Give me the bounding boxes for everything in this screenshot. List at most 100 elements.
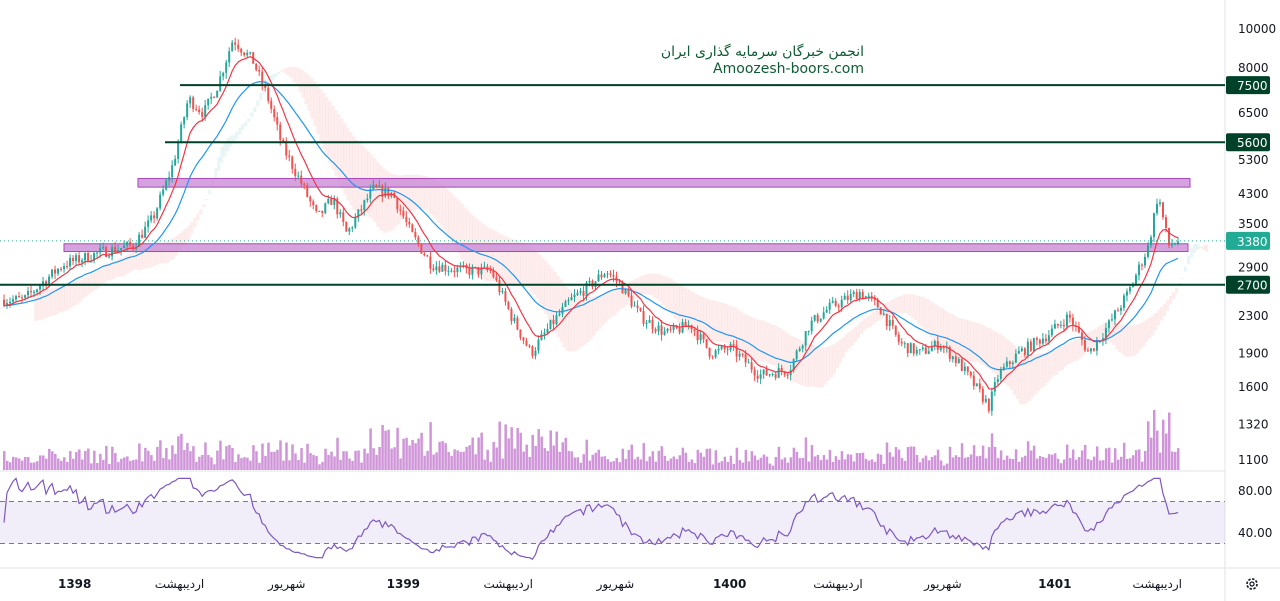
- volume-bar: [591, 454, 595, 470]
- candle-body: [888, 320, 891, 326]
- volume-bar: [1041, 456, 1045, 470]
- candle-body: [120, 248, 123, 251]
- ichimoku-cloud-segment: [322, 93, 326, 149]
- ichimoku-cloud-segment: [433, 180, 437, 219]
- volume-bar: [330, 451, 333, 470]
- candle-body: [477, 266, 480, 275]
- volume-bar: [696, 449, 700, 470]
- ichimoku-cloud-segment: [226, 138, 230, 152]
- candle-body: [741, 353, 744, 355]
- volume-bar: [876, 453, 880, 470]
- volume-bar: [1104, 448, 1108, 470]
- volume-bar: [1107, 447, 1111, 470]
- candle-body: [777, 367, 780, 378]
- gear-icon[interactable]: [1246, 578, 1258, 590]
- ichimoku-cloud-segment: [43, 289, 47, 319]
- volume-bar: [354, 450, 357, 470]
- volume-bar: [576, 457, 579, 470]
- candle-body: [312, 201, 315, 206]
- candle-body: [1011, 362, 1014, 365]
- volume-bar: [246, 457, 249, 470]
- ichimoku-cloud-segment: [1132, 325, 1137, 356]
- last-price-label: 3380: [1237, 235, 1268, 249]
- volume-bar: [948, 446, 952, 470]
- ichimoku-cloud-segment: [823, 347, 827, 385]
- ichimoku-cloud-segment: [676, 283, 680, 323]
- candle-body: [1071, 317, 1074, 326]
- candle-body: [510, 308, 513, 322]
- ichimoku-cloud-segment: [214, 168, 218, 179]
- ichimoku-cloud-segment: [955, 316, 960, 361]
- volume-bar: [1056, 458, 1060, 470]
- volume-bar: [12, 456, 15, 470]
- candle-body: [501, 291, 504, 293]
- volume-bar: [108, 463, 111, 470]
- volume-bar: [900, 458, 904, 470]
- volume-bar: [621, 448, 625, 470]
- volume-bar: [597, 449, 601, 470]
- volume-bar: [174, 453, 177, 470]
- volume-bar: [216, 450, 219, 470]
- volume-bar: [1080, 450, 1084, 470]
- candle-body: [12, 299, 15, 302]
- candle-body: [342, 212, 345, 222]
- volume-bar: [1140, 461, 1144, 470]
- volume-bar: [711, 464, 715, 470]
- candle-body: [618, 281, 621, 283]
- ichimoku-cloud-segment: [778, 328, 782, 370]
- candle-body: [657, 325, 660, 332]
- ichimoku-cloud-segment: [685, 288, 689, 333]
- volume-bar: [315, 456, 318, 470]
- volume-bar: [663, 455, 667, 470]
- candle-body: [489, 270, 492, 272]
- volume-bar: [369, 428, 372, 470]
- volume-bar: [153, 460, 156, 470]
- volume-bar: [42, 455, 45, 470]
- candle-body: [438, 266, 441, 272]
- volume-bar: [1053, 453, 1057, 470]
- ichimoku-cloud-segment: [910, 294, 914, 318]
- ichimoku-cloud-segment: [34, 290, 38, 321]
- rsi-tick: 80.00: [1238, 484, 1272, 498]
- ichimoku-cloud-segment: [238, 127, 242, 135]
- candle-body: [621, 282, 624, 294]
- volume-bar: [1137, 449, 1141, 470]
- candle-body: [708, 347, 711, 357]
- volume-bar: [1095, 446, 1099, 470]
- volume-bar: [891, 456, 895, 470]
- candle-body: [375, 184, 378, 188]
- volume-bar: [909, 446, 913, 470]
- ichimoku-cloud-segment: [496, 232, 500, 282]
- volume-bar: [165, 448, 168, 470]
- volume-bar: [1092, 456, 1096, 470]
- candle-body: [855, 292, 858, 300]
- candle-body: [924, 347, 927, 354]
- ichimoku-cloud-segment: [880, 305, 884, 319]
- candle-body: [132, 245, 135, 249]
- candle-body: [624, 288, 627, 294]
- volume-bar: [873, 461, 877, 470]
- ichimoku-cloud-segment: [1138, 323, 1143, 350]
- ichimoku-cloud-segment: [574, 293, 578, 351]
- candle-body: [948, 346, 951, 360]
- candle-body: [549, 319, 552, 329]
- ichimoku-cloud-segment: [1102, 323, 1107, 341]
- ichimoku-cloud-segment: [1084, 333, 1089, 352]
- volume-bar: [768, 463, 772, 470]
- ichimoku-cloud-segment: [307, 75, 311, 111]
- volume-bar: [513, 448, 516, 470]
- volume-bar: [96, 462, 99, 470]
- candle-body: [531, 346, 534, 356]
- volume-bar: [39, 455, 42, 470]
- candle-body: [492, 270, 495, 278]
- ichimoku-cloud-segment: [532, 249, 536, 295]
- volume-bar: [828, 449, 832, 470]
- ichimoku-cloud-segment: [121, 257, 125, 277]
- price-tick: 1320: [1238, 417, 1269, 431]
- ichimoku-cloud-segment: [37, 290, 41, 321]
- ichimoku-cloud-segment: [463, 207, 467, 265]
- candle-body: [249, 52, 252, 54]
- volume-bar: [348, 458, 351, 470]
